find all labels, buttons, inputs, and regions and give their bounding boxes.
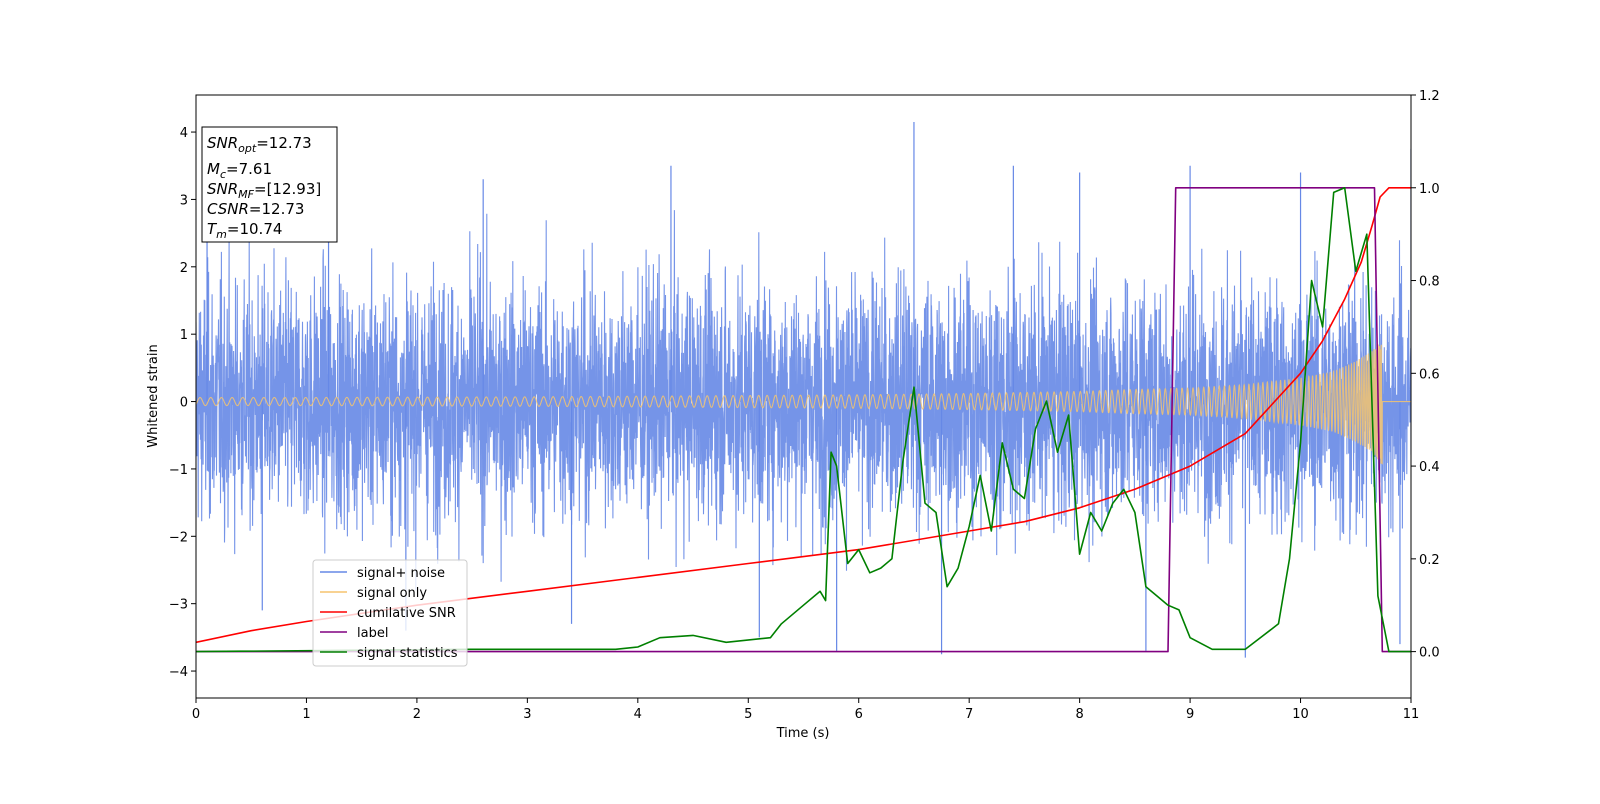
y2-tick-label: 0.4 bbox=[1419, 460, 1440, 475]
info-mc: Mc=7.61 bbox=[207, 160, 272, 181]
x-tick-label: 11 bbox=[1403, 707, 1420, 722]
series-layer bbox=[196, 121, 1411, 658]
y-tick-label: −4 bbox=[169, 665, 188, 680]
y2-tick-label: 0.2 bbox=[1419, 553, 1440, 568]
y-tick-label: 4 bbox=[180, 126, 188, 141]
plot-frame bbox=[195, 94, 1412, 699]
x-tick-label: 1 bbox=[302, 707, 310, 722]
legend-label-label: label bbox=[357, 626, 388, 641]
info-snr-opt: SNRopt=12.73 bbox=[207, 134, 312, 155]
x-tick-label: 2 bbox=[413, 707, 421, 722]
x-tick-label: 4 bbox=[634, 707, 642, 722]
series-label bbox=[196, 187, 1411, 653]
legend-label-cumulative-snr: cumilative SNR bbox=[357, 606, 456, 621]
info-tm: Tm=10.74 bbox=[207, 220, 282, 241]
y2-tick-label: 1.0 bbox=[1419, 182, 1440, 197]
legend-label-signal-noise: signal+ noise bbox=[357, 566, 445, 581]
series-signal-only bbox=[196, 344, 1411, 465]
y-tick-label: 3 bbox=[180, 193, 188, 208]
x-tick-label: 3 bbox=[523, 707, 531, 722]
x-tick-label: 6 bbox=[855, 707, 863, 722]
y2-tick-label: 0.8 bbox=[1419, 275, 1440, 290]
y-tick-label: −1 bbox=[169, 463, 188, 478]
y-tick-label: −3 bbox=[169, 598, 188, 613]
x-tick-label: 9 bbox=[1186, 707, 1194, 722]
y-tick-label: 1 bbox=[180, 328, 188, 343]
y2-tick-label: 0.6 bbox=[1419, 367, 1440, 382]
x-tick-label: 7 bbox=[965, 707, 973, 722]
x-tick-label: 5 bbox=[744, 707, 752, 722]
x-tick-label: 8 bbox=[1075, 707, 1083, 722]
y-tick-label: 2 bbox=[180, 261, 188, 276]
legend: signal+ noise signal only cumilative SNR… bbox=[312, 559, 468, 667]
info-csnr: CSNR=12.73 bbox=[207, 200, 304, 218]
x-tick-label: 10 bbox=[1292, 707, 1309, 722]
legend-label-signal-statistics: signal statistics bbox=[357, 646, 458, 661]
series-signal-statistics bbox=[196, 187, 1411, 653]
y-axis-label: Whitened strain bbox=[146, 344, 161, 447]
y-axis-left: −4 −3 −2 −1 0 1 2 3 4 bbox=[169, 126, 196, 680]
x-axis-label: Time (s) bbox=[776, 726, 830, 741]
y-tick-label: −2 bbox=[169, 530, 188, 545]
y2-tick-label: 0.0 bbox=[1419, 646, 1440, 661]
y-tick-label: 0 bbox=[180, 396, 188, 411]
x-tick-label: 0 bbox=[192, 707, 200, 722]
info-box: SNRopt=12.73 Mc=7.61 SNRMF=[12.93] CSNR=… bbox=[201, 126, 338, 243]
legend-label-signal-only: signal only bbox=[357, 586, 427, 601]
info-snr-mf: SNRMF=[12.93] bbox=[207, 180, 321, 201]
x-axis: 0 1 2 3 4 5 6 7 8 9 10 11 bbox=[192, 698, 1419, 722]
y-axis-right: 0.0 0.2 0.4 0.6 0.8 1.0 1.2 bbox=[1411, 89, 1440, 661]
y2-tick-label: 1.2 bbox=[1419, 89, 1440, 104]
